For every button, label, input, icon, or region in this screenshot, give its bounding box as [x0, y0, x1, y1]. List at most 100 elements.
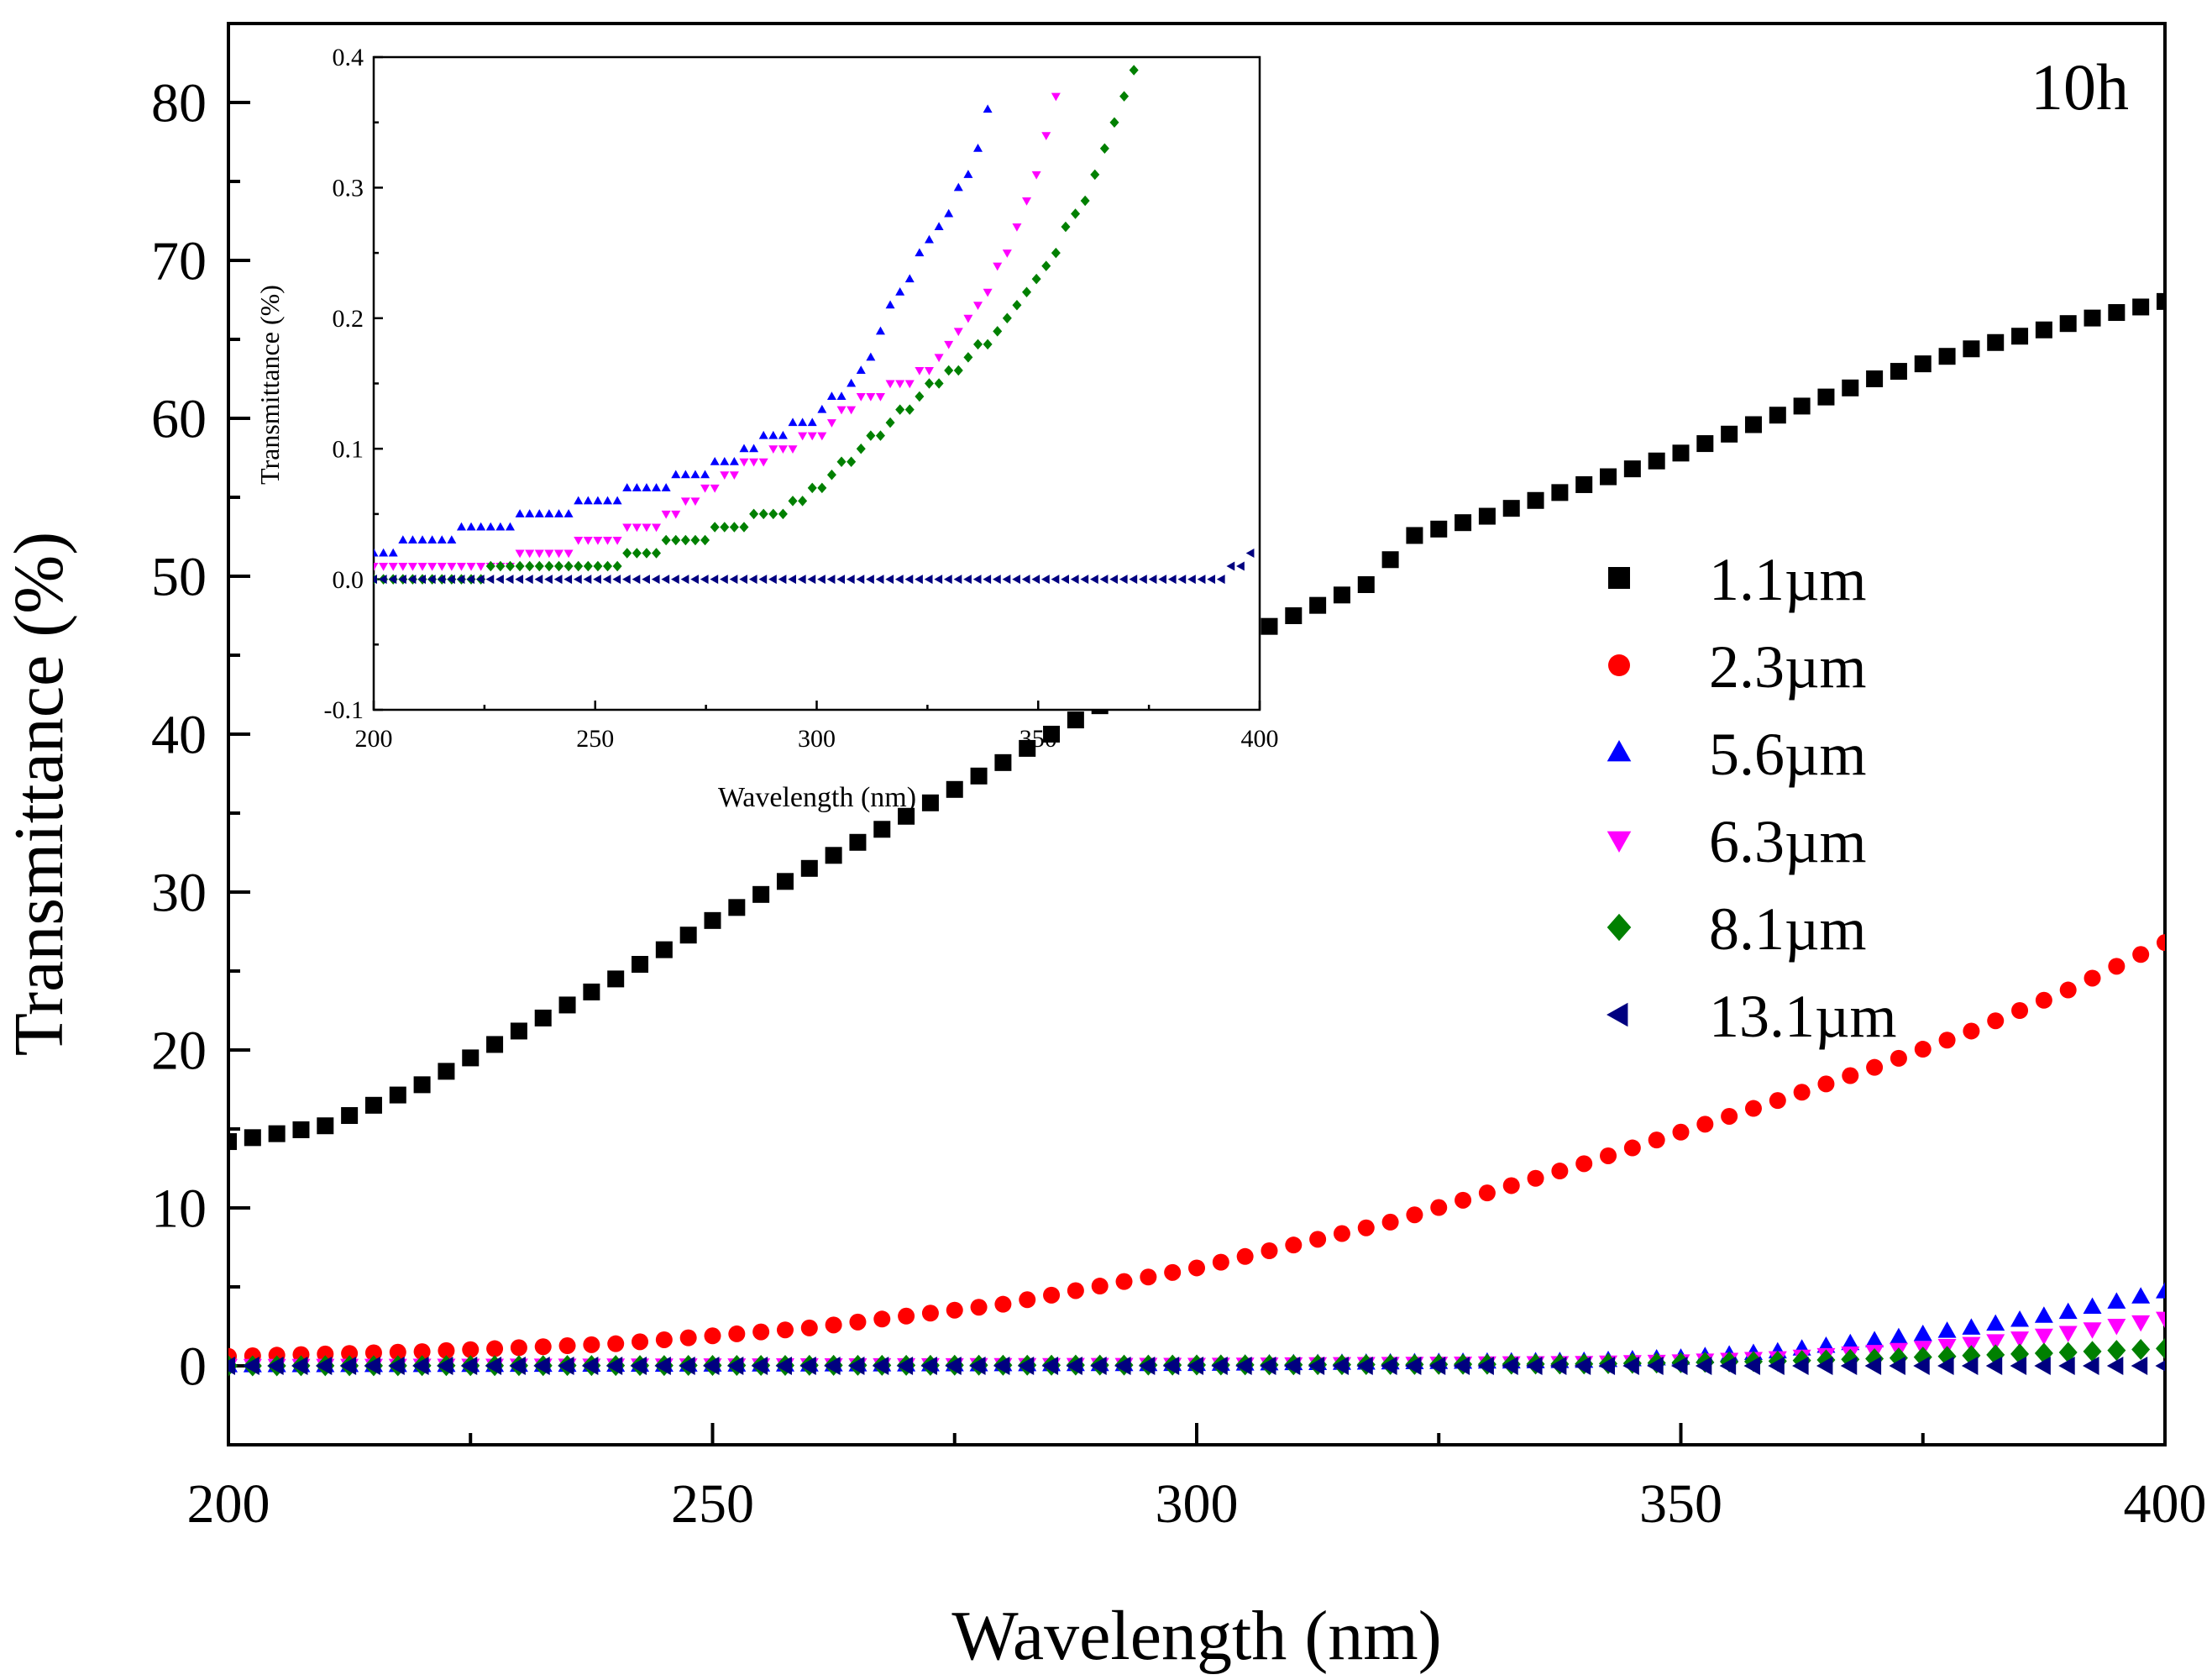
inset-data-point	[612, 496, 622, 505]
inset-data-point	[768, 508, 778, 520]
main-data-point	[1672, 1123, 1690, 1141]
inset-data-point	[1041, 260, 1051, 271]
inset-data-point	[924, 575, 933, 585]
main-data-point	[1889, 1327, 1908, 1345]
inset-data-point	[447, 535, 457, 543]
main-data-point	[2156, 1337, 2165, 1359]
inset-data-point	[398, 563, 408, 571]
inset-data-point	[612, 536, 622, 545]
main-data-point	[462, 1049, 480, 1067]
main-data-point	[438, 1063, 455, 1080]
inset-y-tick-label: -0.1	[324, 696, 364, 724]
inset-data-point	[1099, 143, 1109, 155]
main-x-tick-label: 350	[1639, 1473, 1722, 1535]
main-x-tick-label: 400	[2124, 1473, 2207, 1535]
inset-data-point	[778, 575, 787, 585]
inset-data-point	[437, 535, 447, 543]
inset-data-point	[593, 575, 601, 585]
inset-data-point	[836, 456, 847, 467]
inset-data-point	[374, 575, 377, 585]
main-data-point	[1962, 1318, 1981, 1335]
inset-data-point	[475, 575, 485, 585]
inset-data-point	[690, 534, 700, 546]
inset-series-13.1m	[374, 549, 1255, 585]
inset-data-point	[1012, 575, 1020, 585]
inset-data-point	[885, 417, 895, 428]
inset-data-point	[778, 508, 788, 520]
main-y-tick-label: 20	[151, 1020, 207, 1081]
main-data-point	[509, 1357, 526, 1375]
main-data-point	[1672, 444, 1690, 462]
main-data-point	[1551, 1163, 1569, 1180]
inset-data-point	[944, 340, 954, 349]
main-data-point	[970, 767, 988, 785]
main-data-point	[1043, 726, 1061, 743]
inset-data-point	[1012, 223, 1022, 232]
inset-x-tick-label: 350	[1020, 725, 1057, 753]
inset-data-point	[739, 458, 749, 467]
inset-data-point	[632, 548, 642, 559]
main-data-point	[898, 807, 915, 825]
inset-data-point	[574, 536, 584, 545]
main-data-point	[1019, 739, 1036, 757]
main-data-point	[1187, 1357, 1203, 1375]
inset-data-point	[407, 535, 417, 543]
inset-x-tick-label: 250	[576, 725, 614, 753]
main-data-point	[1259, 1357, 1276, 1375]
main-data-point	[1527, 1169, 1544, 1187]
main-data-point	[558, 1337, 576, 1355]
inset-data-point	[621, 575, 631, 585]
inset-data-point	[856, 443, 866, 454]
main-data-point	[1696, 1116, 1714, 1133]
inset-data-point	[680, 470, 690, 479]
inset-data-point	[456, 563, 466, 571]
main-data-point	[533, 1357, 550, 1375]
inset-data-point	[407, 575, 417, 585]
inset-data-point	[866, 393, 876, 402]
legend-entry: 8.1µm	[1607, 895, 1867, 963]
inset-data-point	[1158, 575, 1167, 585]
main-data-point	[800, 859, 818, 877]
main-data-point	[1164, 1263, 1182, 1281]
main-data-point	[1937, 1321, 1957, 1338]
inset-data-point	[583, 560, 593, 572]
inset-data-point	[963, 575, 972, 585]
inset-data-point	[661, 534, 671, 546]
inset-series-6.3m	[374, 92, 1061, 571]
inset-data-point	[875, 430, 885, 441]
main-y-tick-label: 50	[151, 546, 207, 607]
inset-data-point	[1245, 549, 1255, 559]
main-x-axis-label: Wavelength (nm)	[951, 1597, 1441, 1675]
main-data-point	[2107, 1319, 2126, 1336]
inset-data-point	[661, 483, 671, 491]
legend-marker	[1607, 1002, 1628, 1027]
inset-data-point	[1197, 575, 1206, 585]
inset-data-point	[953, 365, 963, 376]
inset-data-point	[374, 563, 379, 571]
inset-data-point	[652, 483, 662, 491]
inset-data-point	[1012, 300, 1022, 311]
inset-data-point	[417, 575, 427, 585]
inset-data-point	[836, 406, 847, 415]
inset-data-point	[544, 560, 554, 572]
inset-data-point	[807, 432, 817, 441]
inset-data-point	[671, 510, 681, 519]
main-data-point	[2058, 1357, 2075, 1375]
main-data-point	[1937, 1357, 1954, 1375]
inset-data-point	[379, 563, 389, 571]
main-data-point	[898, 1307, 915, 1325]
main-x-tick-label: 300	[1156, 1473, 1239, 1535]
main-data-point	[389, 1086, 406, 1104]
main-data-point	[728, 1325, 746, 1342]
main-data-point	[1188, 1259, 1205, 1277]
inset-data-point	[574, 560, 584, 572]
inset-data-point	[1119, 575, 1128, 585]
main-data-point	[2011, 328, 2029, 345]
main-data-point	[317, 1117, 334, 1135]
main-data-point	[1526, 1357, 1543, 1375]
main-data-point	[1333, 1225, 1350, 1242]
inset-data-point	[944, 365, 954, 376]
legend-marker	[1607, 913, 1632, 942]
inset-data-point	[1236, 561, 1245, 571]
inset-data-point	[505, 575, 514, 585]
